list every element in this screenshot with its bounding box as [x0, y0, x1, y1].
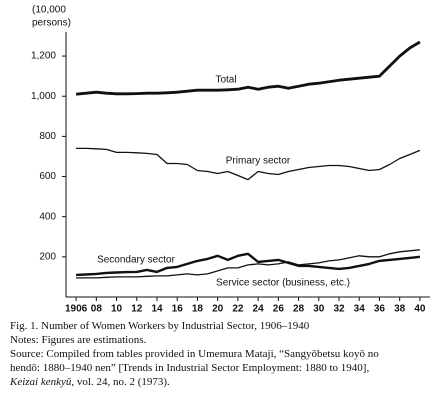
line — [76, 147, 421, 181]
x-tick-label: 36 — [374, 304, 386, 315]
x-tick-label: 38 — [394, 304, 406, 315]
series-label: Primary sector — [226, 156, 291, 167]
line — [76, 252, 421, 277]
y-tick-label: 1,200 — [31, 51, 56, 62]
notes: Notes: Figures are estimations. — [10, 334, 147, 346]
journal: Keizai kenkyū — [10, 376, 72, 388]
x-tick-label: 30 — [313, 304, 325, 315]
y-tick-label: 400 — [39, 211, 56, 222]
x-tick-label: 18 — [192, 304, 204, 315]
x-tick-label: 28 — [293, 304, 305, 315]
source: Source: Compiled from tables provided in… — [10, 348, 379, 360]
x-tick-label: 20 — [212, 304, 224, 315]
x-tick-label: 12 — [131, 304, 143, 315]
chart: (10,000 persons) 200 400 600 800 1,000 1,200 1… — [31, 5, 430, 315]
x-tick-label: 10 — [111, 304, 123, 315]
y-axis-label: (10,000 — [32, 5, 66, 16]
x-tick-label: 14 — [151, 304, 163, 315]
x-tick-label: 24 — [253, 304, 265, 315]
y-tick-label: 600 — [39, 171, 56, 182]
line — [75, 40, 421, 96]
series-label: Total — [215, 75, 236, 86]
x-tick-label: 08 — [91, 304, 103, 315]
x-tick-label: 34 — [354, 304, 366, 315]
series-label: Secondary sector — [97, 255, 175, 266]
line — [76, 249, 420, 279]
source: hendō: 1880–1940 nen” [Trends in Industr… — [10, 362, 370, 374]
y-tick-label: 800 — [39, 131, 56, 142]
y-tick-label: 200 — [39, 251, 56, 262]
x-tick-label: 1906 — [65, 304, 88, 315]
journal-rest: , vol. 24, no. 2 (1973). — [71, 376, 170, 388]
x-tick-label: 40 — [414, 304, 426, 315]
x-tick-label: 26 — [273, 304, 285, 315]
y-axis-label: persons) — [32, 18, 71, 29]
y-tick-label: 1,000 — [31, 91, 56, 102]
x-tick-label: 32 — [333, 304, 345, 315]
x-tick-label: 16 — [172, 304, 184, 315]
source: Keizai kenkyū, vol. 24, no. 2 (1973). — [10, 376, 440, 389]
x-tick-label: 22 — [232, 304, 244, 315]
series-label: Service sector (business, etc.) — [216, 278, 350, 289]
figure-caption: Fig. 1. Number of Women Workers by Indus… — [10, 320, 310, 332]
